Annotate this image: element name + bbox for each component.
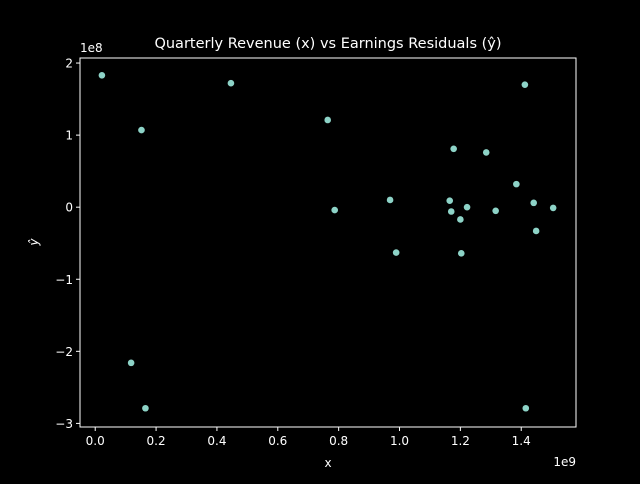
y-tick-label: 2 [65,57,73,71]
data-point [138,126,145,134]
data-point [457,216,464,223]
data-point [492,207,499,215]
data-point [450,145,457,153]
data-point [386,196,394,204]
data-point [482,149,490,156]
data-point [549,204,557,212]
data-point [513,180,520,188]
data-point [457,250,465,257]
y-tick-label: −2 [55,345,73,359]
y-offset-label: 1e8 [80,41,103,55]
data-point [521,81,529,88]
y-tick-label: 0 [65,201,73,215]
data-points [98,71,557,412]
x-tick-label: 1.0 [390,434,409,448]
y-tick-label: −3 [55,417,73,431]
data-point [98,71,106,79]
x-tick-label: 0.4 [207,434,226,448]
data-point [227,79,235,87]
data-point [331,206,338,214]
x-offset-label: 1e9 [553,455,576,469]
chart-title: Quarterly Revenue (x) vs Earnings Residu… [154,36,501,52]
data-point [447,208,455,215]
x-tick-label: 1.4 [512,434,531,448]
x-tick-label: 0.2 [147,434,166,448]
data-point [530,199,538,207]
data-point [522,404,530,412]
y-axis-ticks: −3 −2 −1 0 1 2 [55,57,80,431]
y-tick-label: −1 [55,273,73,287]
x-axis-label: x [324,456,331,470]
data-point [446,197,454,204]
x-tick-label: 0.0 [86,434,105,448]
x-axis-ticks: 0.0 0.2 0.4 0.6 0.8 1.0 1.2 1.4 [86,427,531,448]
data-point [142,404,149,412]
data-point [324,116,331,124]
plot-frame [79,57,577,428]
x-tick-label: 1.2 [451,434,470,448]
y-tick-label: 1 [65,129,73,143]
y-axis-label: ŷ [27,238,41,247]
data-point [463,203,471,211]
x-tick-label: 0.6 [268,434,287,448]
data-point [392,249,400,256]
x-tick-label: 0.8 [329,434,348,448]
data-point [532,227,540,235]
data-point [127,359,135,367]
